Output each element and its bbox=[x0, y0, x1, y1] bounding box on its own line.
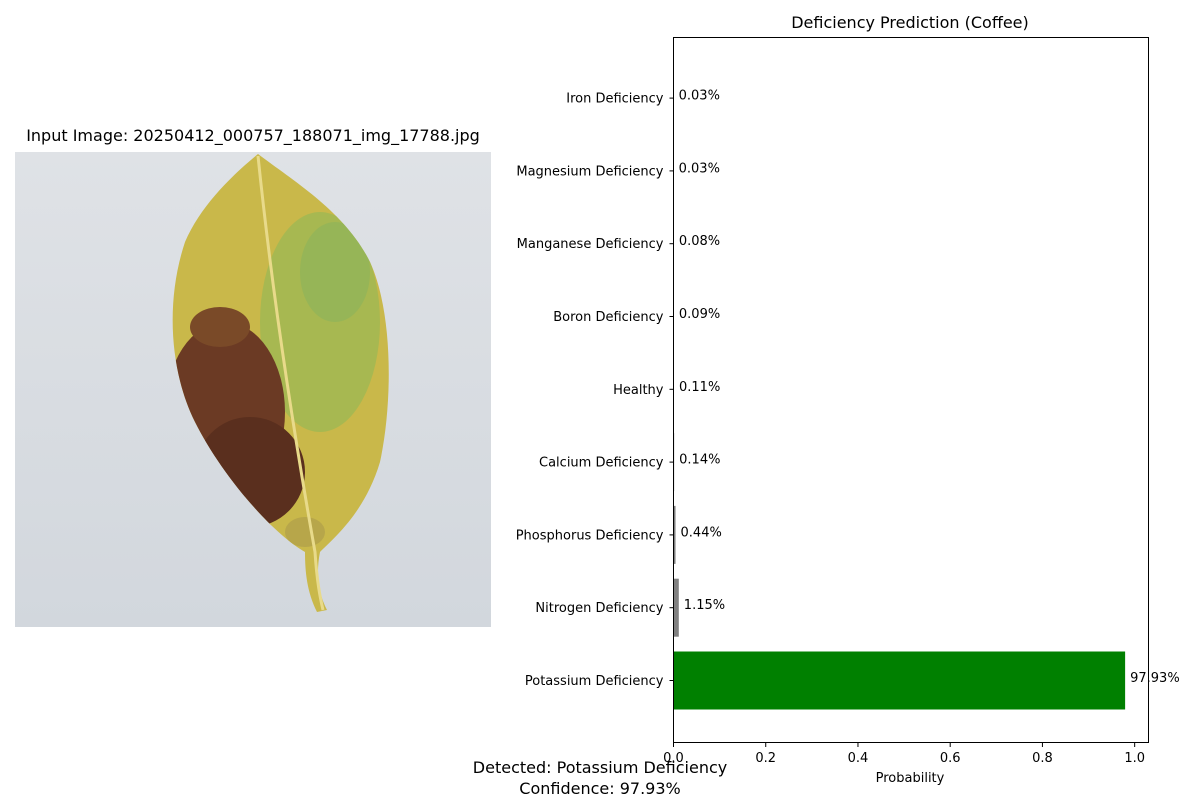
x-tick-label: 1.0 bbox=[1124, 751, 1145, 766]
x-tick-label: 0.2 bbox=[755, 751, 776, 766]
chart-title: Deficiency Prediction (Coffee) bbox=[791, 13, 1029, 32]
x-tick-label: 0.0 bbox=[663, 751, 684, 766]
category-label-nitrogen-deficiency: Nitrogen Deficiency bbox=[535, 601, 663, 616]
confidence-label: Confidence: 97.93% bbox=[519, 779, 681, 798]
value-labels: 97.93% 1.15% 0.44% 0.14% 0.11% 0.09% 0.08% 0.03… bbox=[679, 89, 1180, 686]
category-label-boron-deficiency: Boron Deficiency bbox=[553, 310, 664, 325]
bar-phosphorus-deficiency bbox=[673, 505, 676, 564]
value-label-nitrogen-deficiency: 1.15% bbox=[684, 598, 725, 613]
input-image-title: Input Image: 20250412_000757_188071_img_… bbox=[26, 126, 480, 145]
value-label-iron-deficiency: 0.03% bbox=[679, 89, 720, 104]
x-axis-label: Probability bbox=[876, 771, 945, 786]
x-tick-label: 0.4 bbox=[848, 751, 869, 766]
plot-frame bbox=[673, 37, 1149, 743]
leaf-photo bbox=[15, 152, 491, 627]
category-label-potassium-deficiency: Potassium Deficiency bbox=[525, 674, 664, 689]
detected-label: Detected: Potassium Deficiency bbox=[472, 758, 728, 777]
value-label-boron-deficiency: 0.09% bbox=[679, 307, 720, 322]
x-axis-ticks: 0.0 0.2 0.4 0.6 0.8 1.0 bbox=[663, 742, 1145, 766]
value-label-healthy: 0.11% bbox=[679, 380, 720, 395]
category-label-magnesium-deficiency: Magnesium Deficiency bbox=[516, 164, 663, 179]
value-label-phosphorus-deficiency: 0.44% bbox=[681, 525, 722, 540]
value-label-magnesium-deficiency: 0.03% bbox=[679, 161, 720, 176]
value-label-potassium-deficiency: 97.93% bbox=[1130, 671, 1180, 686]
category-label-iron-deficiency: Iron Deficiency bbox=[566, 92, 664, 107]
category-label-manganese-deficiency: Manganese Deficiency bbox=[517, 237, 664, 252]
value-label-calcium-deficiency: 0.14% bbox=[679, 453, 720, 468]
category-label-phosphorus-deficiency: Phosphorus Deficiency bbox=[516, 528, 664, 543]
category-label-calcium-deficiency: Calcium Deficiency bbox=[539, 456, 664, 471]
bars-layer bbox=[673, 69, 1126, 710]
value-label-manganese-deficiency: 0.08% bbox=[679, 234, 720, 249]
bar-potassium-deficiency bbox=[673, 651, 1126, 710]
bar-nitrogen-deficiency bbox=[673, 578, 679, 637]
category-labels: Potassium Deficiency Nitrogen Deficiency P… bbox=[516, 92, 674, 689]
x-tick-label: 0.8 bbox=[1032, 751, 1053, 766]
x-tick-label: 0.6 bbox=[940, 751, 961, 766]
category-label-healthy: Healthy bbox=[613, 383, 664, 398]
